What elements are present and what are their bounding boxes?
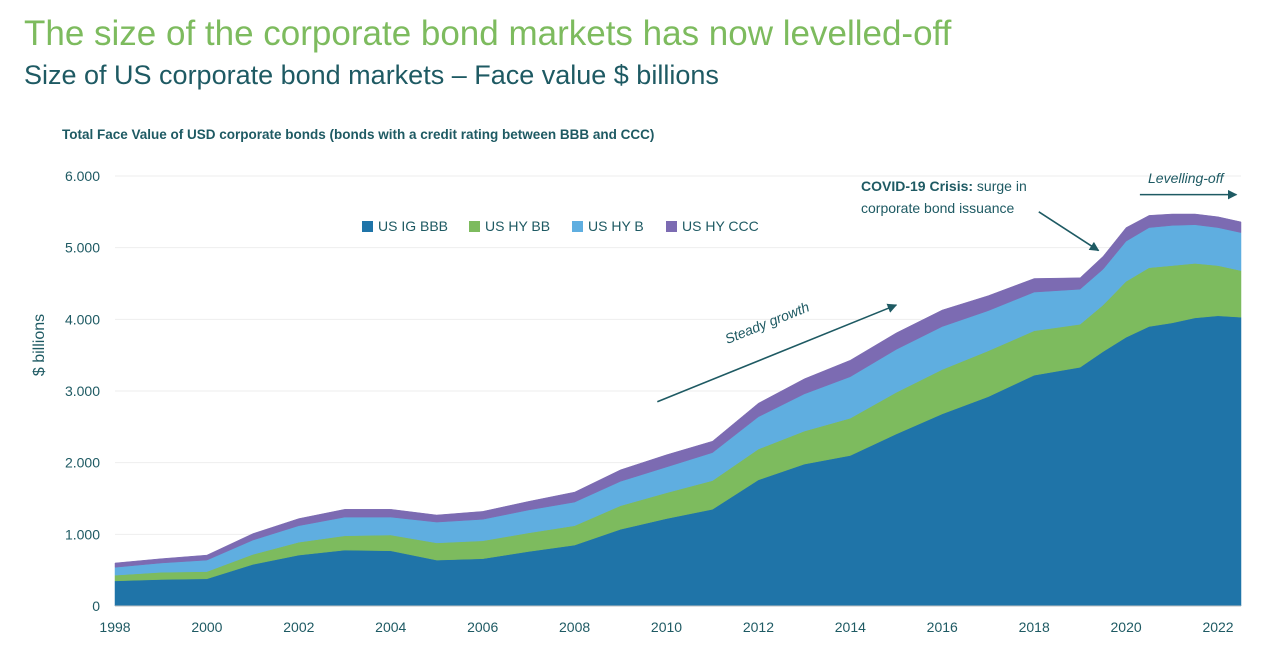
legend-swatch [572, 221, 583, 232]
legend-label: US HY B [588, 218, 644, 234]
annotation-levelling-off: Levelling-off [1148, 170, 1226, 186]
x-tick-label: 2008 [559, 619, 590, 635]
y-tick-label: 0 [92, 598, 100, 614]
x-tick-label: 2012 [743, 619, 774, 635]
x-tick-label: 2006 [467, 619, 498, 635]
y-tick-label: 5.000 [65, 240, 100, 256]
annotation-covid-line1: COVID-19 Crisis: surge in [861, 178, 1027, 194]
annotation-steady-growth: Steady growth [722, 298, 811, 346]
x-tick-label: 2002 [283, 619, 314, 635]
y-axis: 0 1.000 2.000 3.000 4.000 5.000 6.000 [65, 168, 100, 614]
annotation-covid-rest: surge in [973, 178, 1027, 194]
y-tick-label: 3.000 [65, 383, 100, 399]
legend-label: US IG BBB [378, 218, 448, 234]
annotation-covid-line2: corporate bond issuance [861, 200, 1015, 216]
annotation-arrow-steady [657, 303, 898, 403]
legend-label: US HY BB [485, 218, 550, 234]
annotation-arrow-covid [1038, 211, 1100, 252]
x-tick-label: 2016 [927, 619, 958, 635]
x-tick-label: 2022 [1202, 619, 1233, 635]
x-tick-label: 2010 [651, 619, 682, 635]
headline: The size of the corporate bond markets h… [24, 14, 952, 53]
y-axis-label: $ billions [31, 314, 48, 376]
y-tick-label: 2.000 [65, 455, 100, 471]
y-tick-label: 6.000 [65, 168, 100, 184]
area-us-hy-ccc [114, 213, 1242, 568]
annotation-covid-bold: COVID-19 Crisis: [861, 178, 973, 194]
chart-title: Total Face Value of USD corporate bonds … [62, 127, 654, 142]
legend-swatch [666, 221, 677, 232]
legend: US IG BBB US HY BB US HY B US HY CCC [362, 218, 759, 234]
y-tick-label: 1.000 [65, 526, 100, 542]
x-tick-label: 2000 [191, 619, 222, 635]
x-tick-label: 2014 [835, 619, 866, 635]
x-axis: 1998 2000 2002 2004 2006 2008 2010 2012 2014 2016… [99, 605, 1241, 635]
areas [114, 213, 1242, 607]
x-tick-label: 2018 [1019, 619, 1050, 635]
legend-swatch [469, 221, 480, 232]
x-tick-label: 2004 [375, 619, 406, 635]
x-tick-label: 2020 [1111, 619, 1142, 635]
legend-swatch [362, 221, 373, 232]
y-tick-label: 4.000 [65, 311, 100, 327]
x-tick-label: 1998 [99, 619, 130, 635]
legend-label: US HY CCC [682, 218, 759, 234]
subheadline: Size of US corporate bond markets – Face… [24, 60, 719, 90]
